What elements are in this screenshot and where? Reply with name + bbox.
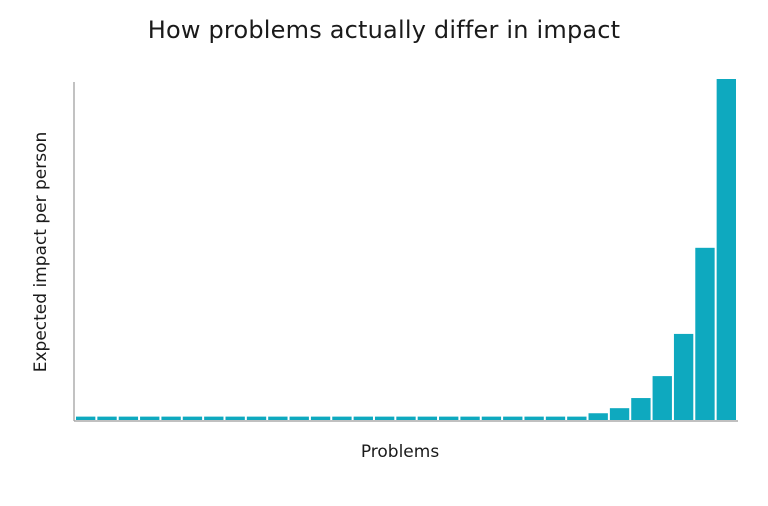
bar (545, 416, 566, 420)
bar (225, 416, 245, 420)
x-axis-label: Problems (361, 442, 440, 462)
bar (716, 79, 736, 420)
bar (524, 416, 544, 420)
bar (652, 376, 672, 420)
bar (460, 416, 480, 420)
bar (310, 416, 331, 420)
bar (76, 416, 96, 420)
bar (97, 416, 117, 420)
bar (588, 413, 608, 420)
bar (374, 416, 395, 420)
bar (503, 416, 523, 420)
bar (481, 416, 502, 420)
bar (631, 398, 651, 420)
bar (246, 416, 267, 420)
bar (353, 416, 373, 420)
bar (140, 416, 160, 420)
bar (673, 333, 694, 420)
bar (567, 416, 587, 420)
bar (268, 416, 288, 420)
bar (439, 416, 459, 420)
bar (204, 416, 224, 420)
bar (332, 416, 352, 420)
bar (289, 416, 309, 420)
bar (161, 416, 181, 420)
chart-title: How problems actually differ in impact (147, 16, 621, 44)
bar (396, 416, 416, 420)
bar (182, 416, 203, 420)
bar (118, 416, 139, 420)
y-axis-label: Expected impact per person (31, 132, 51, 373)
bars-group (76, 79, 736, 420)
bar (417, 416, 438, 420)
bar (695, 247, 715, 420)
bar (609, 408, 630, 420)
